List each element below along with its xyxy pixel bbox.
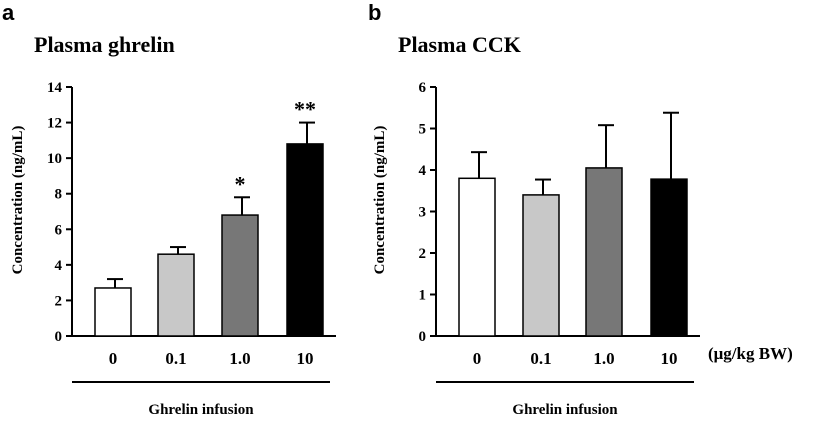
bar-10 — [650, 178, 688, 337]
panel-a-group-label: Ghrelin infusion — [148, 402, 254, 418]
bar-0.1 — [522, 194, 560, 337]
y-tick-label: 14 — [47, 80, 63, 96]
y-tick-label: 12 — [47, 116, 62, 132]
y-tick-label: 0 — [419, 329, 427, 345]
y-tick-label: 8 — [55, 187, 63, 203]
panel-b-unit-label: (μg/kg BW) — [708, 344, 793, 363]
y-tick-label: 0 — [55, 329, 63, 345]
y-tick-label: 4 — [55, 258, 63, 274]
bar-1.0 — [221, 214, 259, 337]
y-tick-label: 4 — [419, 163, 427, 179]
x-category-label: 0.1 — [165, 349, 186, 368]
x-category-label: 10 — [661, 349, 678, 368]
y-tick-label: 1 — [419, 288, 427, 304]
y-tick-label: 2 — [419, 246, 427, 262]
panel-b-plot: 0 1 2 3 4 5 6 0 0.1 1.0 10 — [419, 80, 700, 368]
x-category-label: 0 — [109, 349, 118, 368]
significance-marker: ** — [294, 97, 316, 122]
panel-a-title: Plasma ghrelin — [34, 32, 175, 57]
y-tick-label: 2 — [55, 293, 63, 309]
bar-0 — [94, 287, 132, 337]
y-tick-label: 6 — [419, 80, 427, 96]
y-tick-label: 5 — [419, 122, 427, 138]
x-category-label: 0 — [473, 349, 482, 368]
bar-0.1 — [157, 253, 195, 337]
panel-a-plot: 0 2 4 6 8 10 12 14 0 0.1 1.0 * 10 ** — [47, 80, 336, 368]
panel-b-group-label: Ghrelin infusion — [512, 402, 618, 418]
y-tick-label: 3 — [419, 205, 427, 221]
x-category-label: 0.1 — [530, 349, 551, 368]
x-category-label: 1.0 — [229, 349, 250, 368]
x-category-label: 1.0 — [593, 349, 614, 368]
panel-b-letter: b — [368, 0, 381, 25]
bar-10 — [286, 143, 324, 337]
panel-b-ylabel: Concentration (ng/mL) — [372, 126, 388, 275]
x-category-label: 10 — [297, 349, 314, 368]
significance-marker: * — [235, 171, 246, 196]
bar-1.0 — [585, 167, 623, 337]
bar-0 — [458, 177, 496, 337]
y-tick-label: 6 — [55, 222, 63, 238]
y-tick-label: 10 — [47, 151, 62, 167]
panel-a-letter: a — [2, 0, 15, 25]
panel-b-title: Plasma CCK — [398, 32, 521, 57]
panel-a-ylabel: Concentration (ng/mL) — [10, 126, 26, 275]
